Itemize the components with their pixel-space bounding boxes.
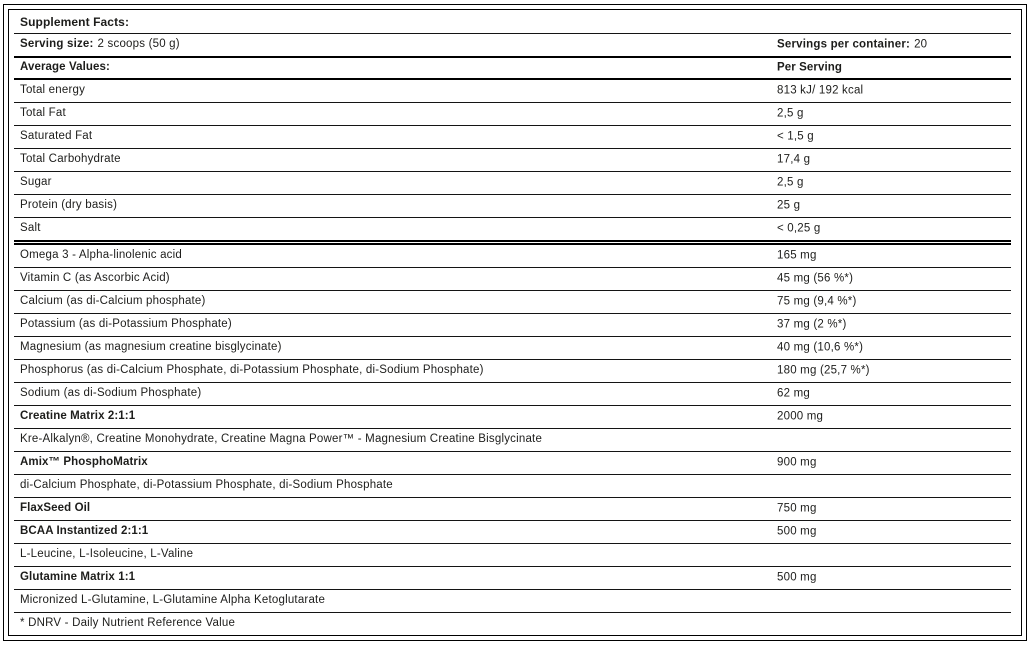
row-value: < 0,25 g xyxy=(777,222,821,235)
row-value: 500 mg xyxy=(777,525,817,538)
row-value: < 1,5 g xyxy=(777,130,814,143)
table-row: Total Fat 2,5 g xyxy=(14,103,1011,126)
row-label: Total energy xyxy=(20,84,86,97)
row-label: Micronized L-Glutamine, L-Glutamine Alph… xyxy=(20,594,326,607)
table-row: L-Leucine, L-Isoleucine, L-Valine xyxy=(14,544,1011,567)
row-label: Total Fat xyxy=(20,107,66,120)
column-header-average-values: Average Values: xyxy=(20,61,110,74)
row-value: 500 mg xyxy=(777,571,817,584)
table-row: di-Calcium Phosphate, di-Potassium Phosp… xyxy=(14,475,1011,498)
supplement-facts-panel: Supplement Facts: Serving size: 2 scoops … xyxy=(3,4,1027,641)
row-value: 180 mg (25,7 %*) xyxy=(777,364,870,377)
table-row: Amix™ PhosphoMatrix 900 mg xyxy=(14,452,1011,475)
row-value: 813 kJ/ 192 kcal xyxy=(777,84,864,97)
servings-per-container: Servings per container: 20 xyxy=(777,39,927,51)
row-label: Sodium (as di-Sodium Phosphate) xyxy=(20,387,202,400)
table-row: * DNRV - Daily Nutrient Reference Value xyxy=(14,613,1011,635)
table-row: Salt < 0,25 g xyxy=(14,218,1011,245)
row-value: 2,5 g xyxy=(777,176,804,189)
row-value: 2000 mg xyxy=(777,410,824,423)
serving-size: Serving size: 2 scoops (50 g) xyxy=(20,39,180,51)
row-value: 750 mg xyxy=(777,502,817,515)
table-row: Omega 3 - Alpha-linolenic acid 165 mg xyxy=(14,245,1011,268)
table-title-row: Supplement Facts: xyxy=(14,10,1011,34)
table-row: Protein (dry basis) 25 g xyxy=(14,195,1011,218)
table-row: FlaxSeed Oil 750 mg xyxy=(14,498,1011,521)
table-row: Saturated Fat < 1,5 g xyxy=(14,126,1011,149)
table-row: Phosphorus (as di-Calcium Phosphate, di-… xyxy=(14,360,1011,383)
servings-per-container-value: 20 xyxy=(914,38,928,51)
table-title: Supplement Facts: xyxy=(20,14,130,29)
row-label: Total Carbohydrate xyxy=(20,153,121,166)
table-row: Creatine Matrix 2:1:1 2000 mg xyxy=(14,406,1011,429)
table-row: Magnesium (as magnesium creatine bisglyc… xyxy=(14,337,1011,360)
row-value: 75 mg (9,4 %*) xyxy=(777,295,857,308)
row-label: Phosphorus (as di-Calcium Phosphate, di-… xyxy=(20,364,484,377)
row-label: Creatine Matrix 2:1:1 xyxy=(20,410,136,423)
nutrient-rows: Total energy 813 kJ/ 192 kcal Total Fat … xyxy=(14,80,1011,635)
row-label: Magnesium (as magnesium creatine bisglyc… xyxy=(20,341,282,354)
row-label: Vitamin C (as Ascorbic Acid) xyxy=(20,272,170,285)
table-row: Total Carbohydrate 17,4 g xyxy=(14,149,1011,172)
row-label: Glutamine Matrix 1:1 xyxy=(20,571,136,584)
row-value: 2,5 g xyxy=(777,107,804,120)
table-row: Micronized L-Glutamine, L-Glutamine Alph… xyxy=(14,590,1011,613)
supplement-facts-table: Supplement Facts: Serving size: 2 scoops … xyxy=(8,9,1022,636)
row-label: L-Leucine, L-Isoleucine, L-Valine xyxy=(20,548,194,561)
row-label: BCAA Instantized 2:1:1 xyxy=(20,525,149,538)
row-label: Omega 3 - Alpha-linolenic acid xyxy=(20,249,182,262)
row-label: di-Calcium Phosphate, di-Potassium Phosp… xyxy=(20,479,393,492)
row-value: 40 mg (10,6 %*) xyxy=(777,341,864,354)
servings-per-container-label: Servings per container: xyxy=(777,38,911,51)
table-row: Kre-Alkalyn®, Creatine Monohydrate, Crea… xyxy=(14,429,1011,452)
table-row: Vitamin C (as Ascorbic Acid) 45 mg (56 %… xyxy=(14,268,1011,291)
table-row: Sodium (as di-Sodium Phosphate) 62 mg xyxy=(14,383,1011,406)
row-label: Kre-Alkalyn®, Creatine Monohydrate, Crea… xyxy=(20,433,543,446)
row-label: Calcium (as di-Calcium phosphate) xyxy=(20,295,206,308)
row-label: Protein (dry basis) xyxy=(20,199,118,212)
table-row: Sugar 2,5 g xyxy=(14,172,1011,195)
table-row: Glutamine Matrix 1:1 500 mg xyxy=(14,567,1011,590)
row-value: 165 mg xyxy=(777,249,817,262)
row-value: 900 mg xyxy=(777,456,817,469)
table-row: Calcium (as di-Calcium phosphate) 75 mg … xyxy=(14,291,1011,314)
row-value: 37 mg (2 %*) xyxy=(777,318,847,331)
table-row: Total energy 813 kJ/ 192 kcal xyxy=(14,80,1011,103)
row-label: * DNRV - Daily Nutrient Reference Value xyxy=(20,617,236,630)
row-value: 25 g xyxy=(777,199,801,212)
serving-row: Serving size: 2 scoops (50 g) Servings pe… xyxy=(14,34,1011,58)
column-header-per-serving: Per Serving xyxy=(777,61,843,74)
column-header-row: Average Values: Per Serving xyxy=(14,58,1011,80)
row-label: Salt xyxy=(20,222,41,235)
row-label: Amix™ PhosphoMatrix xyxy=(20,456,148,469)
serving-size-label: Serving size: xyxy=(20,38,94,51)
row-value: 17,4 g xyxy=(777,153,811,166)
table-row: Potassium (as di-Potassium Phosphate) 37… xyxy=(14,314,1011,337)
row-label: Saturated Fat xyxy=(20,130,93,143)
row-label: Potassium (as di-Potassium Phosphate) xyxy=(20,318,232,331)
serving-size-value: 2 scoops (50 g) xyxy=(97,38,180,51)
row-value: 45 mg (56 %*) xyxy=(777,272,854,285)
row-value: 62 mg xyxy=(777,387,810,400)
row-label: Sugar xyxy=(20,176,52,189)
table-row: BCAA Instantized 2:1:1 500 mg xyxy=(14,521,1011,544)
row-label: FlaxSeed Oil xyxy=(20,502,91,515)
